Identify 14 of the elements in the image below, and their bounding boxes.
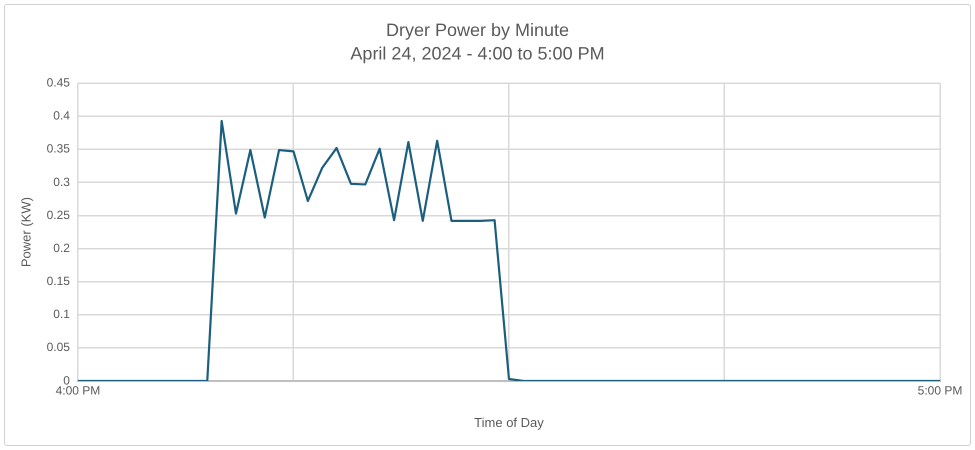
y-tick-label: 0.25 <box>46 208 70 222</box>
chart-title: Dryer Power by Minute <box>386 20 570 40</box>
x-tick-label: 5:00 PM <box>918 384 962 398</box>
y-tick-label: 0.3 <box>53 174 70 189</box>
chart-subtitle: April 24, 2024 - 4:00 to 5:00 PM <box>350 43 605 64</box>
y-tick-label: 0.45 <box>46 76 70 90</box>
y-tick-label: 0.35 <box>46 142 70 156</box>
x-axis-title: Time of Day <box>474 414 544 430</box>
y-tick-label: 0.05 <box>46 340 70 354</box>
y-tick-label: 0.4 <box>53 108 70 123</box>
y-axis-title: Power (KW) <box>18 197 34 268</box>
y-tick-label: 0.15 <box>46 274 70 288</box>
y-tick-label: 0.2 <box>53 240 70 255</box>
y-tick-label: 0.1 <box>53 307 70 322</box>
